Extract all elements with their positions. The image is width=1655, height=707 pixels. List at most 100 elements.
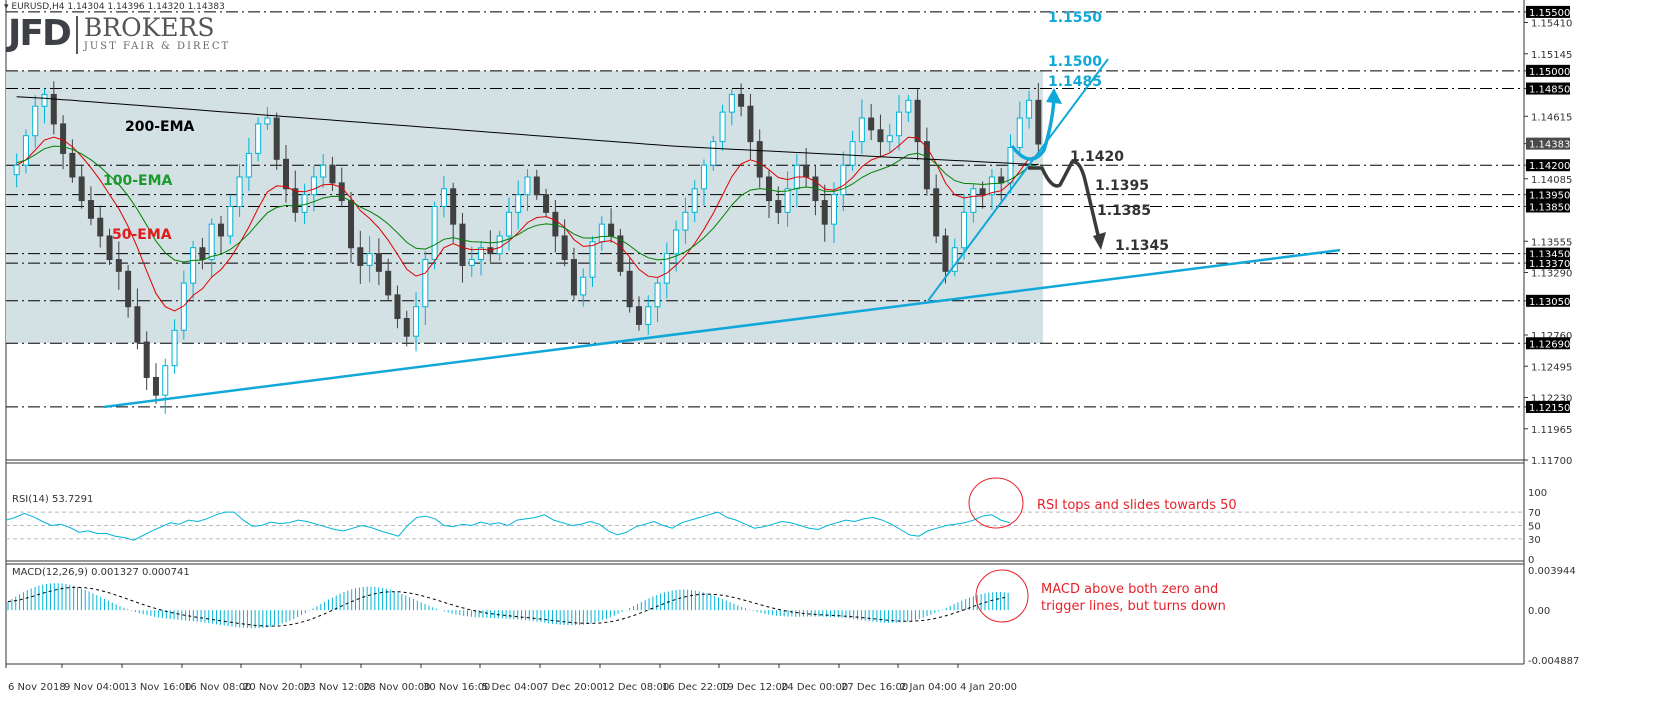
price-tag-label: 1.13950	[1529, 191, 1570, 202]
time-axis-label: 6 Nov 2018	[8, 682, 66, 693]
price-tag-label: 1.15500	[1529, 8, 1570, 19]
ema-50-line	[16, 136, 1039, 312]
time-axis-label: 19 Dec 12:00	[721, 682, 788, 693]
range-zone	[6, 70, 1043, 344]
candle-body	[1026, 99, 1033, 119]
candle-body	[961, 211, 968, 249]
price-axis-label: 1.14615	[1531, 112, 1572, 123]
level-annotation: 1.1345	[1115, 238, 1169, 254]
candle-body	[896, 111, 903, 137]
macd-histogram	[7, 583, 1009, 629]
rsi-axis-label: 70	[1528, 508, 1541, 519]
candle-body	[505, 211, 512, 237]
current-price-tag	[1526, 137, 1570, 150]
candle-body	[728, 93, 735, 113]
candle-body	[663, 253, 670, 284]
candle-body	[236, 176, 243, 207]
candle-body	[840, 164, 847, 196]
candle-body	[152, 376, 159, 396]
candle-body	[561, 235, 568, 261]
time-axis-label: 27 Dec 16:00	[841, 682, 908, 693]
candle-body	[255, 123, 262, 154]
price-axis-label: 1.11965	[1531, 425, 1572, 436]
level-annotation: 1.1500	[1048, 54, 1102, 70]
candle-body	[617, 235, 624, 272]
candle-body	[914, 99, 921, 143]
price-axis-label: 1.13290	[1531, 269, 1572, 280]
price-axis-label: 1.15145	[1531, 50, 1572, 61]
level-price-tag	[1526, 188, 1570, 201]
candle-body	[970, 188, 977, 213]
candle-body	[69, 152, 76, 178]
candle-body	[580, 276, 587, 296]
candle-body	[700, 164, 707, 190]
candle-body	[496, 235, 503, 255]
candle-body	[348, 200, 355, 249]
price-axis-label: 1.12495	[1531, 362, 1572, 373]
price-tag-label: 1.15000	[1529, 67, 1570, 78]
candle-body	[747, 105, 754, 143]
candle-body	[877, 129, 884, 143]
candle-body	[217, 223, 224, 237]
candle-body	[115, 259, 122, 272]
candle-body	[951, 247, 958, 272]
time-axis-label: 13 Nov 16:00	[124, 682, 191, 693]
level-price-tag	[1526, 257, 1570, 270]
bullish-arrow-head	[1046, 88, 1062, 104]
macd-axis-label: 0.00	[1528, 606, 1550, 617]
candle-body	[626, 270, 633, 308]
price-tag-label: 1.14383	[1529, 140, 1570, 151]
price-axis-label: 1.15410	[1531, 19, 1572, 30]
rsi-highlight-circle	[968, 477, 1024, 529]
candle-body	[765, 176, 772, 202]
logo-mark: JFD	[8, 13, 72, 54]
rsi-axis-label: 0	[1528, 555, 1534, 566]
bullish-scenario-path	[1010, 99, 1056, 161]
jfd-brokers-logo: JFD BROKERS JUST FAIR & DIRECT	[8, 14, 230, 54]
candle-body	[533, 176, 540, 196]
candle-body	[41, 93, 48, 107]
candle-body	[87, 200, 94, 219]
candle-body	[849, 141, 856, 166]
candle-body	[394, 294, 401, 319]
price-axis-label: 1.12760	[1531, 331, 1572, 342]
time-axis-label: 24 Dec 00:00	[781, 682, 848, 693]
candle-body	[245, 152, 252, 178]
level-annotation: 1.1485	[1048, 74, 1102, 90]
price-axis-label: 1.14085	[1531, 175, 1572, 186]
candle-body	[784, 188, 791, 213]
candle-body	[199, 247, 206, 261]
candle-body	[385, 270, 392, 296]
price-tag-label: 1.13370	[1529, 259, 1570, 270]
candle-body	[357, 247, 364, 266]
candle-body	[524, 176, 531, 196]
candle-body	[320, 164, 327, 178]
candle-body	[227, 205, 234, 237]
candle-body	[97, 217, 104, 237]
candle-body	[543, 194, 550, 213]
level-price-tag	[1526, 294, 1570, 307]
candle-body	[162, 365, 169, 396]
candle-body	[589, 241, 596, 278]
candle-body	[886, 135, 893, 143]
candle-body	[998, 176, 1005, 184]
candle-body	[134, 306, 141, 343]
candle-body	[329, 164, 336, 184]
rsi-line	[5, 511, 1011, 541]
candle-body	[756, 141, 763, 178]
candle-body	[301, 194, 308, 213]
rsi-axis-label: 50	[1528, 522, 1541, 533]
time-axis-label: 7 Dec 20:00	[542, 682, 603, 693]
time-axis-label: 16 Nov 08:00	[184, 682, 251, 693]
rsi-axis-label: 30	[1528, 535, 1541, 546]
candle-body	[450, 188, 457, 225]
level-annotation: 1.1385	[1097, 203, 1151, 219]
candle-body	[710, 141, 717, 166]
level-price-tag	[1526, 64, 1570, 77]
macd-note-line2: trigger lines, but turns down	[1041, 599, 1226, 614]
logo-tagline: JUST FAIR & DIRECT	[83, 41, 231, 52]
candle-body	[923, 141, 930, 190]
candle-body	[831, 194, 838, 225]
candle-body	[78, 176, 85, 202]
